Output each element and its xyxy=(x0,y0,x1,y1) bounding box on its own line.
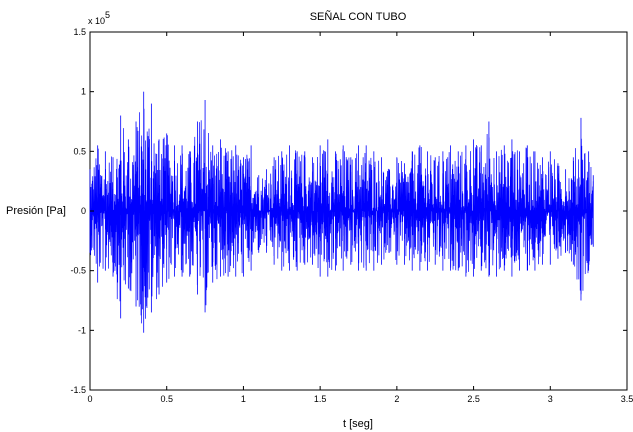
y-tick-label: 0.5 xyxy=(73,146,86,156)
signal-layer xyxy=(89,91,594,333)
y-tick-label: -0.5 xyxy=(70,266,86,276)
x-tick-label: 1.5 xyxy=(314,394,327,404)
x-axis-label: t [seg] xyxy=(343,418,373,430)
y-tick-label: -1 xyxy=(78,325,86,335)
chart-title: SEÑAL CON TUBO xyxy=(310,10,407,23)
tick-layer: 0 0.5 1 1.5 2 2.5 3 3.5 -1.5 -1 -0.5 0 0.5 1 1.5 xyxy=(70,27,633,404)
x-tick-label: 0.5 xyxy=(160,394,173,404)
y-tick-label: 1.5 xyxy=(73,27,86,37)
x-tick-label: 3.5 xyxy=(621,394,633,404)
x-tick-label: 2 xyxy=(394,394,399,404)
y-multiplier-label: x 10 xyxy=(88,16,105,26)
x-tick-label: 1 xyxy=(241,394,246,404)
x-tick-label: 0 xyxy=(87,394,92,404)
signal-series-line xyxy=(89,108,594,324)
y-tick-label: -1.5 xyxy=(70,385,86,395)
y-tick-label: 0 xyxy=(81,206,86,216)
y-tick-label: 1 xyxy=(81,87,86,97)
x-tick-label: 3 xyxy=(548,394,553,404)
x-tick-label: 2.5 xyxy=(467,394,480,404)
y-multiplier-exponent: 5 xyxy=(105,10,110,20)
y-axis-label: Presión [Pa] xyxy=(6,205,66,217)
